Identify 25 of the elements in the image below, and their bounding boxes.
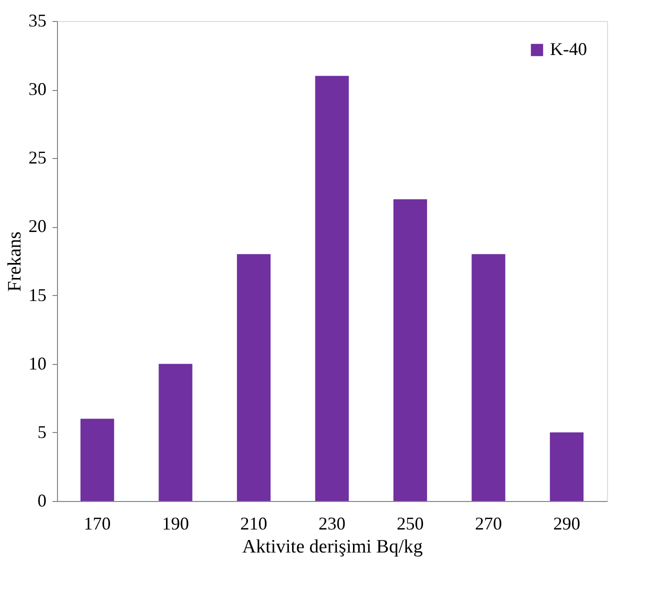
- bar: [550, 432, 584, 501]
- y-tick-label: 5: [38, 422, 46, 442]
- y-tick-label: 20: [28, 216, 46, 236]
- bar: [80, 418, 114, 501]
- bar: [472, 254, 506, 501]
- x-axis-title: Aktivite derişimi Bq/kg: [242, 536, 424, 558]
- x-tick-label: 290: [553, 514, 580, 534]
- bar: [315, 76, 349, 501]
- x-tick-label: 230: [318, 514, 346, 534]
- x-tick-label: 270: [474, 514, 502, 534]
- x-tick-label: 210: [240, 514, 268, 534]
- legend-label: K-40: [550, 39, 587, 59]
- y-tick-label: 0: [38, 490, 46, 510]
- bar: [158, 364, 192, 501]
- x-tick-label: 170: [84, 514, 111, 534]
- y-tick-label: 25: [28, 148, 46, 168]
- y-tick-label: 10: [28, 353, 46, 374]
- bar: [236, 254, 271, 501]
- x-tick-label: 190: [162, 514, 190, 534]
- bar: [393, 199, 428, 501]
- x-tick-label: 250: [396, 514, 424, 534]
- y-tick-label: 15: [28, 284, 46, 305]
- y-tick-label: 35: [28, 10, 46, 30]
- y-axis-title: Frekans: [4, 231, 26, 292]
- y-tick-label: 30: [28, 79, 46, 100]
